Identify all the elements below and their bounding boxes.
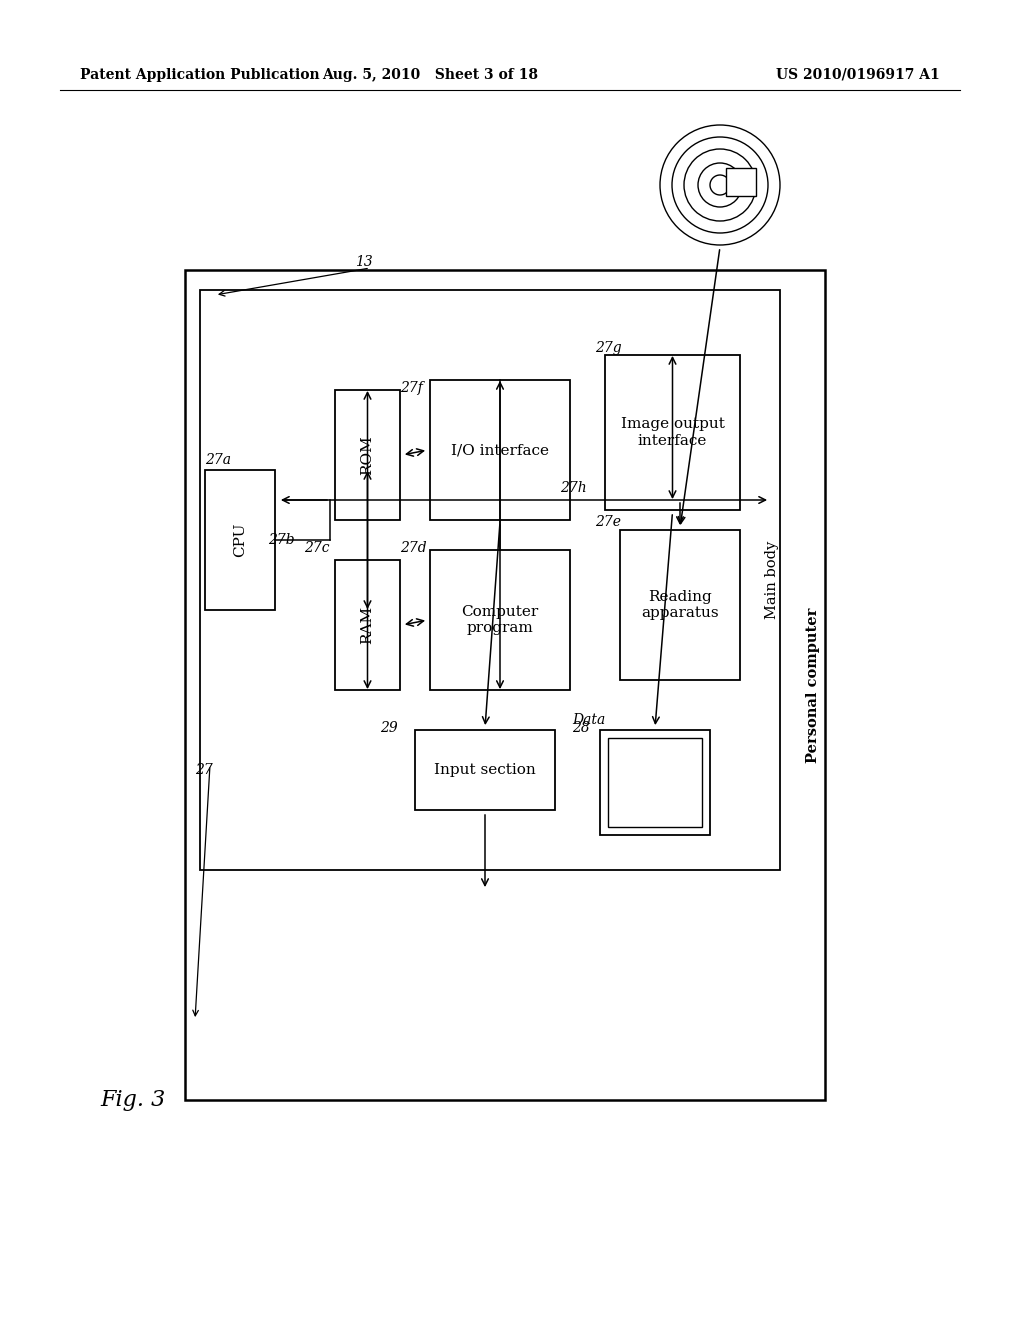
Text: 27d: 27d — [400, 541, 427, 554]
Bar — [608, 738, 702, 828]
Text: Aug. 5, 2010   Sheet 3 of 18: Aug. 5, 2010 Sheet 3 of 18 — [322, 69, 538, 82]
Text: 13: 13 — [355, 255, 373, 269]
Text: Computer
program: Computer program — [462, 605, 539, 635]
Text: Image output
interface: Image output interface — [621, 417, 724, 447]
Text: 27b: 27b — [268, 533, 295, 546]
Text: I/O interface: I/O interface — [451, 444, 549, 457]
Text: 27a: 27a — [205, 453, 231, 467]
Text: 27c: 27c — [304, 541, 330, 554]
Bar — [335, 560, 400, 690]
Bar — [600, 730, 710, 836]
Bar — [430, 380, 570, 520]
Text: 27: 27 — [195, 763, 213, 777]
Text: Patent Application Publication: Patent Application Publication — [80, 69, 319, 82]
Text: Input section: Input section — [434, 763, 536, 777]
Text: 27e: 27e — [595, 515, 621, 529]
Text: Personal computer: Personal computer — [806, 607, 820, 763]
Text: US 2010/0196917 A1: US 2010/0196917 A1 — [776, 69, 940, 82]
Text: Reading
apparatus: Reading apparatus — [641, 590, 719, 620]
Text: 27g: 27g — [595, 341, 622, 355]
Bar — [185, 271, 825, 1100]
Text: CPU: CPU — [233, 523, 247, 557]
Bar — [205, 470, 275, 610]
Text: ROM: ROM — [360, 436, 375, 475]
Bar — [620, 531, 740, 680]
Bar — [415, 730, 555, 810]
Text: 29: 29 — [380, 721, 398, 735]
Text: 27h: 27h — [560, 480, 587, 495]
Text: 27f: 27f — [400, 381, 423, 395]
Bar — [726, 168, 756, 195]
Bar — [605, 355, 740, 510]
Text: Fig. 3: Fig. 3 — [100, 1089, 165, 1111]
Text: Main body: Main body — [765, 541, 779, 619]
Text: RAM: RAM — [360, 606, 375, 644]
Text: Data: Data — [572, 713, 605, 727]
Bar — [430, 550, 570, 690]
Text: 28: 28 — [572, 721, 590, 735]
Bar — [200, 290, 780, 870]
Bar — [335, 389, 400, 520]
